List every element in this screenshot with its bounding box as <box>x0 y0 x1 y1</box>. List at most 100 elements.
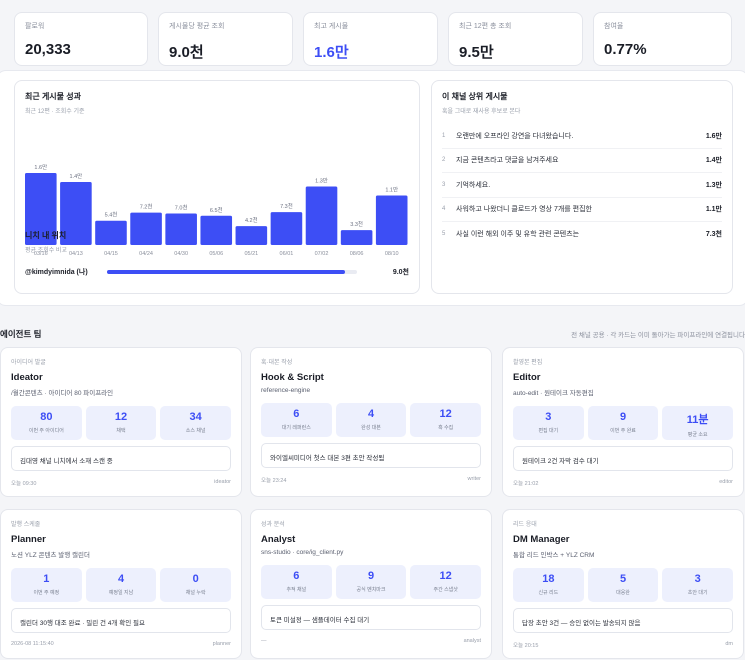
agent-stat-value: 18 <box>542 573 555 585</box>
agent-stat-label: 주간 스냅샷 <box>433 587 458 593</box>
top-post-row[interactable]: 4 사워하고 나왔더니 클로드가 영상 7개를 편집한 1.1만 <box>442 198 722 222</box>
bar-value-label: 7.2천 <box>140 203 153 211</box>
bar[interactable] <box>95 220 127 245</box>
agent-stats: 1 이번 주 예정 4 예정일 지남 0 채널 누락 <box>11 568 232 602</box>
agent-footer: 2026-08 11:15:40 planner <box>11 641 231 647</box>
agent-timestamp: 오늘 09:30 <box>11 481 37 487</box>
kpi-value: 9.5만 <box>459 44 494 61</box>
agent-card[interactable]: 발행 스케줄 Planner 노션 YLZ 콘텐츠 발행 캘린더 1 이번 주 예정 4 예… <box>0 509 242 659</box>
bar[interactable] <box>340 230 373 245</box>
kpi-label: 참여율 <box>604 23 624 30</box>
x-tick-label: 05/06 <box>209 251 223 257</box>
agent-card[interactable]: 아이디어 발굴 Ideator/월간콘텐츠 · 아이디어 80 파이프라인 80 이번… <box>0 347 242 497</box>
x-tick-label: 04/24 <box>139 251 153 257</box>
agent-timestamp: — <box>261 638 267 644</box>
agent-category: 리드 응대 <box>513 522 537 528</box>
bar-value-label: 1.4만 <box>70 172 83 180</box>
kpi-value: 9.0천 <box>169 44 204 61</box>
agent-stat-value: 3 <box>545 411 552 423</box>
agent-stat-label: 훅 수집 <box>438 425 454 431</box>
bar[interactable] <box>25 173 57 245</box>
top-post-row[interactable]: 2 지금 콘텐츠라고 댓글을 남겨주세요 1.4만 <box>442 149 722 173</box>
kpi-label: 팔로워 <box>25 23 45 30</box>
agent-footer: 오늘 23:24 writer <box>261 476 481 484</box>
agent-card[interactable]: 리드 응대 DM Manager 통합 리드 인박스 + YLZ CRM 18 신규 리… <box>502 509 744 659</box>
bar-value-label: 1.6만 <box>34 163 47 171</box>
post-views: 7.3천 <box>705 231 722 239</box>
agent-stat-value: 4 <box>367 408 375 420</box>
agent-stat: 0 채널 누락 <box>160 568 232 602</box>
kpi-label: 최고 게시물 <box>314 23 349 30</box>
kpi-label: 게시물당 평균 조회 <box>169 23 225 30</box>
niche-bar-fill <box>107 270 345 274</box>
top-posts-list: 1 오랜만에 오프라인 강연을 다녀왔습니다. 1.6만 2 지금 콘텐츠라고 … <box>442 124 722 247</box>
bar[interactable] <box>200 215 233 245</box>
agent-name: DM Manager <box>513 534 570 545</box>
agent-category: 성과 분석 <box>261 522 285 528</box>
agent-footer: — analyst <box>261 638 481 644</box>
agent-stat-value: 3 <box>694 573 701 585</box>
agent-description: 통합 리드 인박스 + YLZ CRM <box>513 552 595 559</box>
agent-stat-label: 채널 누락 <box>185 590 206 596</box>
agent-card[interactable]: 훅·대본 작성 Hook & Script reference-engine 6 대기 … <box>250 347 492 497</box>
perf-subtitle: 최근 12편 · 조회수 기준 <box>25 109 85 115</box>
bar[interactable] <box>165 213 197 246</box>
top-post-row[interactable]: 1 오랜만에 오프라인 강연을 다녀왔습니다. 1.6만 <box>442 124 722 149</box>
niche-bar-track <box>107 270 357 274</box>
top-post-row[interactable]: 3 기억하세요. 1.3만 <box>442 173 722 198</box>
x-tick-label: 08/06 <box>350 251 364 257</box>
agent-category: 발행 스케줄 <box>11 522 41 528</box>
agent-timestamp: 2026-08 11:15:40 <box>11 641 54 647</box>
top-posts-subtitle: 훅을 그대로 재사용 후보로 본다 <box>442 109 521 115</box>
top-posts-title: 이 채널 상위 게시물 <box>442 92 508 101</box>
kpi-card-top-post: 최고 게시물 1.6만 <box>303 12 438 66</box>
agent-name: Ideator <box>11 372 43 383</box>
top-post-row[interactable]: 5 사실 이런 해외 이주 및 유학 관련 콘텐츠는 7.3천 <box>442 222 722 247</box>
agent-description: reference-engine <box>261 387 311 394</box>
x-tick-label: 03/16 <box>34 251 48 257</box>
agent-stat: 4 예정일 지남 <box>85 568 157 602</box>
agent-stat: 6 대기 레퍼런스 <box>261 403 332 437</box>
agent-tag: ideator <box>214 479 231 485</box>
agent-stat-label: 소스 채널 <box>185 428 206 434</box>
post-title: 오랜만에 오프라인 강연을 다녀왔습니다. <box>456 132 574 140</box>
agent-stats: 6 대기 레퍼런스 4 완성 대본 12 훅 수집 <box>261 403 482 437</box>
agent-stat-value: 4 <box>117 573 125 585</box>
bar[interactable] <box>60 182 92 245</box>
post-views: 1.1만 <box>705 206 722 214</box>
agent-card[interactable]: 촬영본 편집 Editor auto-edit · 원테이크 자동편집 3 편집 대기 9… <box>502 347 744 497</box>
agent-stat-label: 이번 주 완료 <box>610 428 636 434</box>
kpi-card-total-views: 최근 12편 총 조회 9.5만 <box>448 12 583 66</box>
agent-stat-value: 80 <box>40 411 53 423</box>
agent-stat: 9 이번 주 완료 <box>587 406 659 440</box>
agent-stat: 3 초안 대기 <box>662 568 734 602</box>
agent-stat: 11분 평균 소요 <box>662 406 734 440</box>
agent-stat: 6 추적 채널 <box>261 565 332 599</box>
agent-stats: 18 신규 리드 5 대응완 3 초안 대기 <box>513 568 734 602</box>
kpi-value: 1.6만 <box>314 44 349 61</box>
agent-stat: 80 이번 주 아이디어 <box>11 406 82 440</box>
bar[interactable] <box>305 186 338 246</box>
agent-timestamp: 오늘 21:02 <box>513 481 539 487</box>
bar[interactable] <box>270 212 303 245</box>
agent-status: 토큰 미설정 — 샘플데이터 수집 대기 <box>261 605 481 630</box>
bar[interactable] <box>375 195 408 246</box>
agent-card[interactable]: 성과 분석 Analyst sns-studio · core/ig_client.… <box>250 509 492 659</box>
agent-stat-value: 12 <box>114 411 128 423</box>
bar-value-label: 1.1만 <box>385 186 398 194</box>
agent-footer: 오늘 21:02 editor <box>513 479 733 487</box>
bar[interactable] <box>130 212 162 245</box>
agent-stat-label: 대기 레퍼런스 <box>281 425 311 431</box>
agent-stat: 12 훅 수집 <box>410 403 482 437</box>
agent-stat-label: 채택 <box>116 428 126 434</box>
agent-description: /월간콘텐츠 · 아이디어 80 파이프라인 <box>11 390 114 397</box>
x-tick-label: 04/30 <box>174 251 188 257</box>
agent-stat-value: 6 <box>293 570 300 582</box>
agent-stat: 18 신규 리드 <box>513 568 584 602</box>
agent-description: 노션 YLZ 콘텐츠 발행 캘린더 <box>11 552 90 559</box>
agent-stat-value: 11분 <box>686 414 709 426</box>
agent-stat-label: 추적 채널 <box>286 587 307 593</box>
bar[interactable] <box>235 226 268 245</box>
post-title: 사실 이런 해외 이주 및 유학 관련 콘텐츠는 <box>456 231 580 239</box>
niche-position: 니치 내 위치 평균 조회수 비교 <box>25 230 67 254</box>
